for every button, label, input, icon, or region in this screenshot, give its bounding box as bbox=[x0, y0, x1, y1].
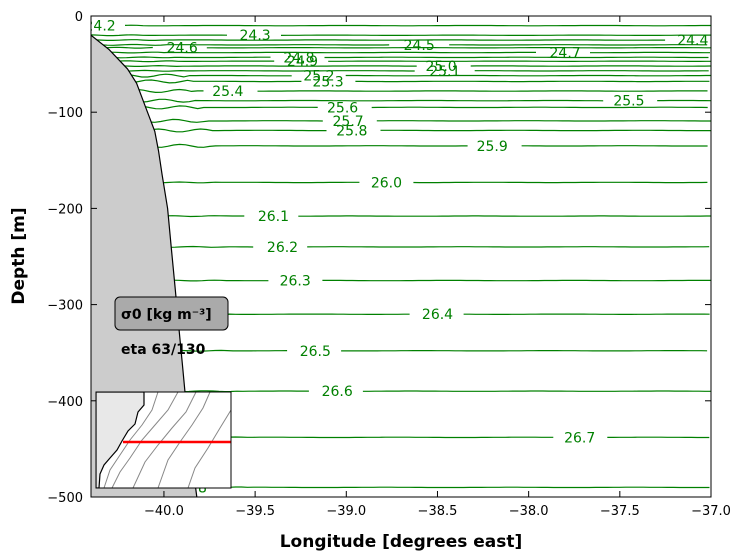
variable-legend: σ0 [kg m⁻³] bbox=[114, 296, 229, 331]
contour-label-25.4: 25.4 bbox=[212, 84, 243, 100]
contour-label-26.2: 26.2 bbox=[267, 240, 298, 256]
contour-line-26.2-west bbox=[169, 245, 254, 248]
y-tick-label: −100 bbox=[47, 106, 83, 121]
contour-line-25.8-west bbox=[152, 128, 327, 133]
contour-line-25.3-west bbox=[133, 79, 302, 84]
inset-isobath-3 bbox=[132, 392, 197, 488]
plot-frame bbox=[90, 15, 712, 498]
contour-label-26.0: 26.0 bbox=[371, 175, 402, 191]
contour-line-26.3-west bbox=[172, 279, 269, 282]
contour-line-26.5-west bbox=[179, 349, 288, 352]
contour-label-26.6: 26.6 bbox=[322, 384, 353, 400]
contour-line-24.7-west bbox=[109, 51, 536, 54]
x-axis-title: Longitude [degrees east] bbox=[280, 532, 523, 552]
frame-label: eta 63/130 bbox=[121, 342, 206, 358]
contour-line-25.0-west bbox=[122, 64, 417, 68]
contour-line-26.1-west bbox=[166, 215, 245, 218]
contour-line-24.6-west bbox=[104, 46, 153, 49]
x-tick-label: −37.0 bbox=[691, 504, 731, 519]
contour-label-26.7: 26.7 bbox=[564, 430, 595, 446]
contour-line-26.7-west bbox=[187, 436, 554, 439]
inset-land bbox=[96, 392, 145, 488]
contour-label-26.3: 26.3 bbox=[280, 274, 311, 290]
inset-isobath-5 bbox=[187, 409, 231, 488]
contour-line-24.4-west bbox=[95, 39, 666, 42]
inset-isobath-1 bbox=[103, 392, 159, 488]
density-contours bbox=[91, 24, 711, 489]
contour-line-25.6-west bbox=[143, 105, 318, 110]
inset-isobath-2 bbox=[111, 392, 179, 488]
contour-label-25.2: 25.2 bbox=[303, 69, 334, 85]
contour-label-26.4: 26.4 bbox=[422, 307, 453, 323]
y-tick-label: −300 bbox=[47, 299, 83, 314]
contour-label-24.6: 24.6 bbox=[167, 41, 198, 57]
contour-label-24.7: 24.7 bbox=[550, 46, 581, 62]
contour-label-24.2: 24.2 bbox=[85, 19, 116, 35]
variable-legend-box bbox=[114, 296, 229, 331]
y-axis-title: Depth [m] bbox=[9, 207, 29, 304]
contour-label-25.9: 25.9 bbox=[477, 139, 508, 155]
y-tick-label: −400 bbox=[47, 395, 83, 410]
contour-line-25.7-west bbox=[148, 118, 323, 123]
inset-isobath-4 bbox=[157, 392, 211, 488]
contour-label-25.8: 25.8 bbox=[336, 124, 367, 140]
location-inset-map bbox=[95, 391, 232, 489]
contour-label-24.9: 24.9 bbox=[287, 54, 318, 70]
contour-label-26.5: 26.5 bbox=[300, 344, 331, 360]
x-tick-label: −38.0 bbox=[509, 504, 549, 519]
contour-label-25.7: 25.7 bbox=[333, 114, 364, 130]
contour-label-25.6: 25.6 bbox=[327, 100, 358, 116]
contour-line-24.5-west bbox=[101, 43, 390, 46]
contour-label-24.5: 24.5 bbox=[404, 38, 435, 54]
contour-line-25.9-west bbox=[155, 143, 468, 148]
contour-line-24.9-west bbox=[118, 60, 275, 63]
contour-line-26.6-west bbox=[182, 390, 309, 393]
x-tick-label: −39.5 bbox=[235, 504, 275, 519]
contour-label-25.3: 25.3 bbox=[313, 74, 344, 90]
contour-label-25.0: 25.0 bbox=[426, 59, 457, 75]
y-axis-ticks: 0 −100 −200 −300 −400 −500 bbox=[47, 10, 711, 506]
y-tick-label: −500 bbox=[47, 491, 83, 506]
contour-label-24.8: 24.8 bbox=[283, 50, 314, 66]
contour-line-25.2-west bbox=[129, 73, 292, 78]
contour-line-25.4-west bbox=[137, 88, 204, 94]
y-tick-label: 0 bbox=[75, 10, 83, 25]
contour-label-24.3: 24.3 bbox=[240, 28, 271, 44]
contour-line-25.1-west bbox=[126, 69, 415, 72]
x-tick-label: −38.5 bbox=[418, 504, 458, 519]
x-axis-ticks: −40.0 −39.5 −39.0 −38.5 −38.0 −37.5 −37.0 bbox=[144, 16, 731, 519]
contour-line-26.0-west bbox=[161, 181, 360, 184]
inset-frame bbox=[95, 391, 232, 489]
y-tick-label: −200 bbox=[47, 202, 83, 217]
bathymetry-fill bbox=[91, 35, 197, 497]
contour-label-24.4: 24.4 bbox=[677, 33, 708, 49]
contour-line-24.8-west bbox=[114, 56, 271, 59]
contour-line-24.3-west bbox=[91, 34, 228, 37]
contour-line-24.2-east bbox=[124, 24, 711, 27]
contour-label-25.5: 25.5 bbox=[613, 94, 644, 110]
contour-line-25.5-west bbox=[141, 98, 604, 103]
contour-line-26.8-east bbox=[217, 486, 710, 489]
contour-label-25.1: 25.1 bbox=[429, 64, 460, 80]
x-tick-label: −40.0 bbox=[144, 504, 184, 519]
variable-legend-label: σ0 [kg m⁻³] bbox=[121, 307, 212, 323]
contour-label-26.1: 26.1 bbox=[258, 209, 289, 225]
x-tick-label: −37.5 bbox=[600, 504, 640, 519]
contour-labels: 24.2 24.3 24.4 24.5 24.6 24.7 24.824.9 25.025.1… bbox=[85, 19, 708, 497]
x-tick-label: −39.0 bbox=[326, 504, 366, 519]
